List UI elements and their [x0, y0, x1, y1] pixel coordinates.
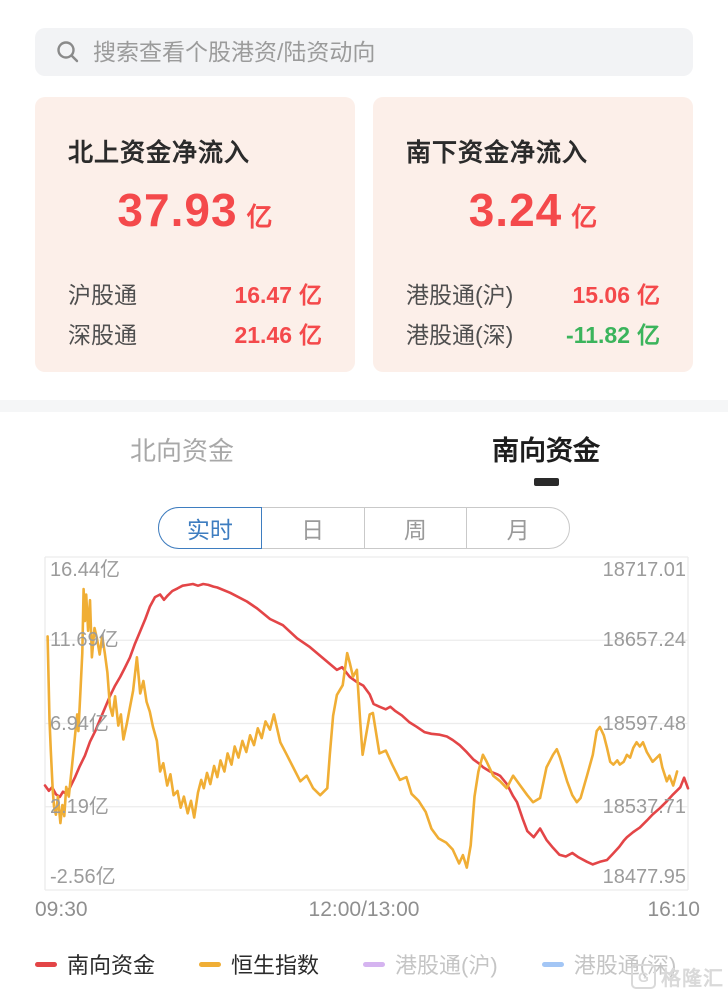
search-input[interactable]	[93, 38, 673, 66]
legend-label: 恒生指数	[231, 953, 320, 978]
section-divider	[0, 400, 728, 412]
legend-label: 南向资金	[67, 953, 156, 978]
card-amount-unit: 亿	[246, 202, 273, 232]
watermark-text: 格隆汇	[661, 968, 724, 990]
card-rows: 港股通(沪) 15.06 亿 港股通(深) -11.82 亿	[406, 273, 660, 353]
card-row-label: 港股通(深)	[406, 322, 514, 348]
x-axis-labels: 09:30 12:00/13:00 16:10	[0, 898, 728, 924]
legend-item-2[interactable]: 港股通(沪)	[363, 948, 498, 980]
legend-dash-icon	[363, 961, 386, 967]
card-row: 深股通 21.46 亿	[68, 313, 322, 353]
card-row-value: -11.82 亿	[566, 322, 660, 348]
chart-legend: 南向资金 恒生指数 港股通(沪) 港股通(深)	[35, 948, 676, 980]
period-realtime[interactable]: 实时	[158, 507, 262, 549]
card-row-label: 沪股通	[68, 282, 137, 308]
chart-canvas	[43, 556, 690, 891]
search-icon	[57, 41, 79, 63]
watermark: G 格隆汇	[631, 962, 724, 991]
card-row: 港股通(深) -11.82 亿	[406, 313, 660, 353]
legend-dash-icon	[35, 961, 57, 967]
flow-direction-tabs: 北向资金 南向资金	[0, 433, 728, 493]
tab-southbound[interactable]: 南向资金	[364, 433, 728, 493]
card-row-value: 15.06 亿	[572, 282, 660, 308]
card-row-label: 深股通	[68, 322, 137, 348]
series-line-0	[43, 582, 690, 866]
period-week[interactable]: 周	[363, 508, 467, 548]
card-row: 沪股通 16.47 亿	[68, 273, 322, 313]
watermark-logo-icon: G	[631, 964, 656, 989]
legend-label: 港股通(沪)	[395, 953, 498, 978]
legend-dash-icon	[199, 961, 222, 967]
northbound-flow-card: 北上资金净流入 37.93 亿 沪股通 16.47 亿 深股通 21.46 亿	[35, 97, 355, 372]
card-headline: 37.93 亿	[68, 183, 322, 237]
legend-item-3[interactable]: 港股通(深)	[541, 948, 677, 980]
card-title: 南下资金净流入	[406, 139, 589, 167]
period-segmented-control: 实时 日 周 月	[158, 507, 570, 549]
card-amount-unit: 亿	[571, 202, 598, 232]
legend-dash-icon	[541, 961, 564, 967]
x-label-midday: 12:00/13:00	[308, 898, 420, 921]
card-headline: 3.24 亿	[406, 183, 660, 237]
tab-northbound[interactable]: 北向资金	[129, 436, 234, 466]
flow-chart[interactable]: 16.44亿 11.69亿 6.94亿 2.19亿 -2.56亿 18717.01 1865…	[0, 553, 728, 893]
series-line-1	[46, 587, 679, 869]
tab-indicator	[533, 478, 559, 486]
card-rows: 沪股通 16.47 亿 深股通 21.46 亿	[68, 273, 322, 353]
card-amount: 3.24	[468, 184, 563, 236]
card-row-value: 16.47 亿	[234, 282, 322, 308]
card-amount: 37.93	[117, 184, 238, 236]
card-title: 北上资金净流入	[68, 139, 251, 167]
legend-item-1[interactable]: 恒生指数	[199, 948, 319, 980]
legend-item-0[interactable]: 南向资金	[35, 948, 155, 980]
card-row-label: 港股通(沪)	[406, 282, 514, 308]
x-label-open: 09:30	[35, 898, 88, 921]
card-row: 港股通(沪) 15.06 亿	[406, 273, 660, 313]
period-month[interactable]: 月	[466, 508, 569, 548]
gridlines	[44, 556, 689, 891]
southbound-flow-card: 南下资金净流入 3.24 亿 港股通(沪) 15.06 亿 港股通(深) -11.8…	[373, 97, 693, 372]
card-row-value: 21.46 亿	[234, 322, 322, 348]
x-label-close: 16:10	[647, 898, 700, 921]
period-day[interactable]: 日	[301, 517, 325, 543]
legend-label: 港股通(深)	[573, 953, 677, 978]
search-bar[interactable]	[35, 28, 693, 76]
